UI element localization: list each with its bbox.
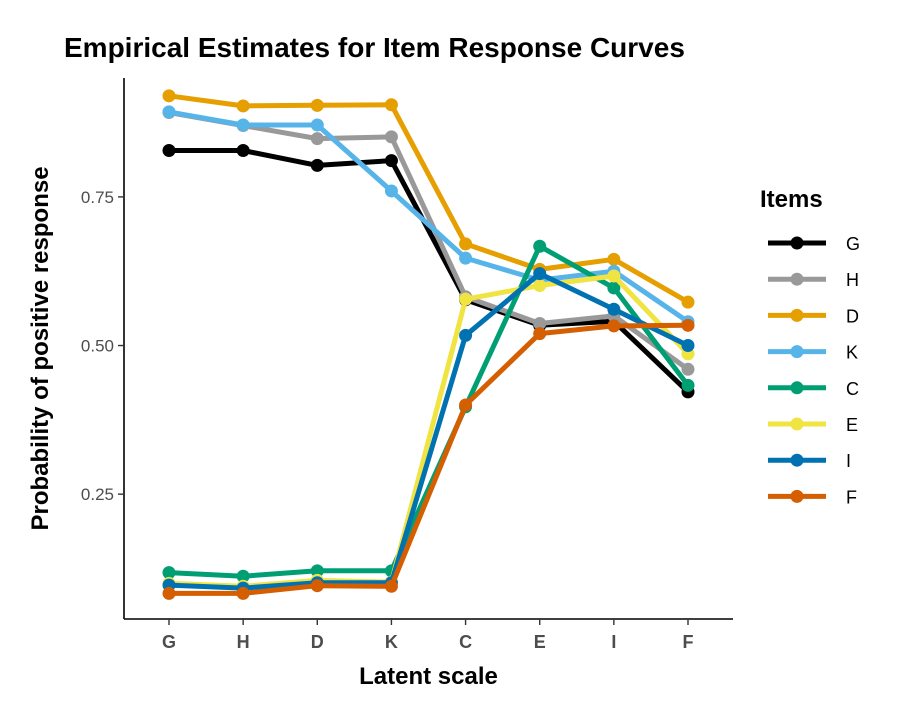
x-tick-label: E (534, 632, 546, 652)
legend-item-F: F (768, 487, 857, 507)
data-point-K (162, 105, 176, 119)
data-point-G (310, 158, 324, 172)
data-point-D (681, 295, 695, 309)
series-D (162, 89, 695, 309)
data-point-C (607, 281, 621, 295)
series-line-F (169, 322, 689, 596)
data-point-I (681, 339, 695, 353)
x-tick-label: I (611, 632, 616, 652)
data-point-D (310, 98, 324, 112)
data-point-F (607, 319, 621, 333)
data-point-E (459, 292, 473, 306)
x-axis-title: Latent scale (359, 663, 498, 690)
data-point-C (236, 569, 250, 583)
x-tick-label: H (237, 632, 250, 652)
y-tick-label: 0.25 (81, 485, 114, 504)
data-point-F (162, 586, 176, 600)
data-point-D (459, 237, 473, 251)
x-tick-label: F (683, 632, 694, 652)
data-point-E (533, 278, 547, 292)
legend-label: I (846, 451, 851, 471)
legend-item-I: I (768, 451, 851, 471)
data-point-I (533, 267, 547, 281)
legend-item-E: E (768, 415, 858, 435)
data-point-C (162, 566, 176, 580)
legend-swatch-point (790, 236, 804, 250)
legend-item-G: G (768, 234, 860, 254)
data-point-G (236, 144, 250, 158)
data-point-K (384, 184, 398, 198)
data-point-H (681, 362, 695, 376)
legend-swatch-point (790, 272, 804, 286)
data-point-F (681, 318, 695, 332)
legend-title: Items (760, 186, 823, 213)
legend-item-K: K (768, 343, 858, 363)
legend-label: E (846, 415, 858, 435)
data-point-F (459, 398, 473, 412)
y-tick-label: 0.75 (81, 188, 114, 207)
plot-area: 0.25 0.50 0.75 G H D K C E I F (81, 78, 733, 652)
data-point-D (236, 99, 250, 113)
series-line-G (169, 148, 690, 394)
x-tick-label: D (311, 632, 324, 652)
legend-label: F (846, 487, 857, 507)
data-point-D (162, 89, 176, 103)
legend-item-C: C (768, 379, 859, 399)
data-point-D (384, 98, 398, 112)
data-point-K (236, 118, 250, 132)
legend-label: H (846, 270, 859, 290)
data-point-H (384, 130, 398, 144)
legend-swatch-point (790, 489, 804, 503)
data-point-C (310, 564, 324, 578)
legend-swatch-point (790, 453, 804, 467)
data-point-I (459, 328, 473, 342)
series-line-C (168, 243, 690, 579)
legend-swatch-point (790, 308, 804, 322)
legend-label: D (846, 306, 859, 326)
x-tick-label: K (385, 632, 398, 652)
legend-item-D: D (768, 306, 859, 326)
legend-label: G (846, 234, 860, 254)
series-line-D (168, 93, 690, 305)
data-point-F (236, 586, 250, 600)
data-point-E (607, 269, 621, 283)
y-axis-title: Probability of positive response (27, 166, 54, 530)
data-point-H (310, 132, 324, 146)
data-point-D (607, 252, 621, 266)
series-layer (162, 89, 695, 600)
legend-label: C (846, 379, 859, 399)
data-point-C (533, 239, 547, 253)
data-point-G (162, 144, 176, 158)
series-line-H (168, 110, 690, 372)
y-ticks: 0.25 0.50 0.75 (81, 188, 124, 504)
legend-item-H: H (768, 270, 859, 290)
series-F (162, 318, 695, 600)
legend-swatch-point (790, 417, 804, 431)
legend-swatch-point (790, 381, 804, 395)
series-line-I (168, 271, 690, 591)
data-point-F (533, 327, 547, 341)
series-line-K (168, 109, 690, 324)
data-point-G (384, 154, 398, 168)
x-tick-label: G (162, 632, 176, 652)
data-point-K (310, 118, 324, 132)
data-point-F (384, 579, 398, 593)
x-tick-label: C (459, 632, 472, 652)
series-C (162, 239, 695, 583)
data-point-F (310, 579, 324, 593)
legend-swatch-point (790, 345, 804, 359)
legend-label: K (846, 343, 858, 363)
data-point-H (533, 317, 547, 331)
data-point-K (459, 251, 473, 265)
data-point-C (681, 378, 695, 392)
y-tick-label: 0.50 (81, 337, 114, 356)
chart-title: Empirical Estimates for Item Response Cu… (64, 32, 685, 63)
data-point-I (607, 302, 621, 316)
